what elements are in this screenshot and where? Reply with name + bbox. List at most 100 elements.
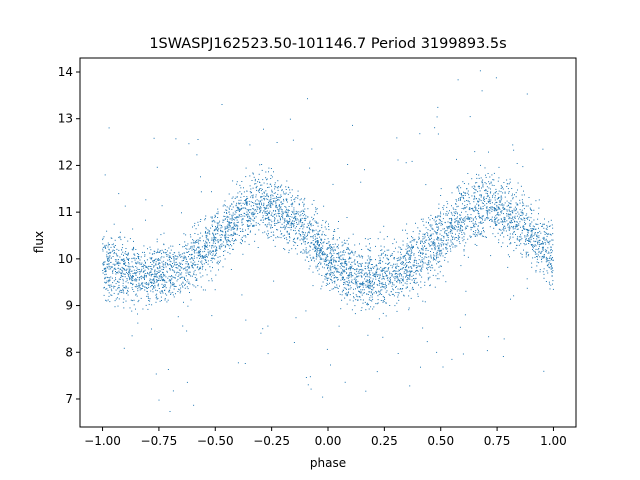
data-point [380, 282, 382, 284]
data-point [504, 191, 506, 193]
data-point [236, 216, 238, 218]
data-point [331, 280, 333, 282]
data-point [152, 253, 154, 255]
data-point [223, 254, 225, 256]
data-point [222, 231, 224, 233]
data-point [364, 262, 366, 264]
data-point [105, 267, 107, 269]
data-point [127, 294, 129, 296]
data-point [291, 216, 293, 218]
data-point [476, 173, 477, 175]
data-point [464, 194, 466, 196]
data-point [253, 205, 255, 207]
data-point [109, 284, 111, 286]
data-point [506, 205, 508, 207]
data-point [346, 263, 348, 265]
data-point [330, 256, 332, 258]
data-point [107, 284, 109, 286]
data-point [533, 244, 535, 246]
data-point [234, 240, 236, 241]
data-point [537, 232, 539, 234]
data-point [309, 221, 311, 223]
data-point [528, 197, 530, 198]
data-point [312, 285, 314, 287]
data-point [524, 221, 525, 223]
data-point [125, 300, 127, 302]
data-point [420, 240, 422, 242]
data-point [463, 249, 465, 251]
data-point [158, 271, 160, 273]
data-point [320, 259, 322, 260]
data-point [369, 283, 371, 285]
data-point [520, 185, 522, 187]
data-point [446, 206, 448, 208]
data-point [509, 178, 511, 180]
data-point [312, 248, 314, 250]
data-point [355, 288, 356, 290]
data-point [189, 283, 191, 285]
data-point [186, 261, 188, 263]
data-point [370, 258, 372, 260]
data-point [422, 261, 424, 263]
data-point [228, 225, 230, 227]
data-point [178, 265, 180, 267]
data-point [144, 251, 145, 253]
data-point [522, 225, 524, 227]
data-point [545, 238, 547, 240]
data-point [318, 250, 320, 252]
data-point [317, 266, 319, 268]
data-point [308, 228, 310, 230]
data-point [523, 243, 525, 244]
data-point [120, 272, 122, 274]
data-point [145, 276, 147, 278]
data-point [498, 204, 500, 206]
data-point [507, 224, 509, 226]
data-point [340, 274, 342, 276]
data-point [107, 263, 109, 265]
data-point [157, 259, 158, 261]
data-point [165, 293, 166, 295]
data-point [344, 293, 346, 295]
data-point [267, 217, 269, 219]
data-point [254, 233, 256, 235]
data-point [118, 270, 120, 272]
data-point [128, 271, 130, 273]
data-point [214, 242, 216, 244]
data-point [308, 268, 310, 270]
data-point [230, 269, 232, 270]
data-point [233, 233, 235, 235]
data-point [482, 199, 484, 201]
data-point [531, 221, 533, 223]
data-point [243, 196, 245, 197]
data-point [378, 290, 380, 292]
data-point [381, 289, 383, 291]
data-point [103, 263, 105, 265]
data-point [386, 236, 388, 238]
data-point [176, 280, 178, 282]
data-point [507, 214, 509, 216]
data-point [311, 148, 313, 150]
data-point [538, 248, 540, 249]
data-point [434, 242, 436, 244]
data-point [169, 252, 171, 254]
data-point [318, 253, 320, 255]
data-point [215, 250, 216, 252]
data-point [437, 133, 439, 135]
data-point [456, 187, 458, 189]
data-point [284, 249, 286, 251]
data-point [135, 274, 137, 276]
data-point [463, 250, 465, 252]
data-point [321, 253, 323, 255]
data-point [425, 239, 427, 241]
data-point [296, 222, 297, 224]
data-point [147, 295, 149, 297]
data-point [304, 217, 306, 219]
data-point [463, 217, 465, 219]
data-point [327, 268, 328, 270]
data-point [438, 237, 440, 239]
data-point [413, 288, 414, 290]
data-point [441, 221, 443, 223]
data-point [551, 268, 553, 270]
data-point [188, 143, 190, 145]
data-point [345, 287, 347, 289]
